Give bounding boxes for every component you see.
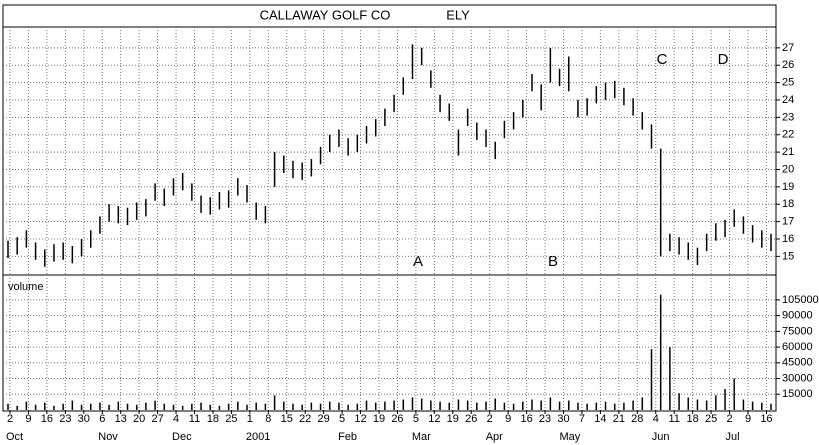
y2-tick-label: 15000 <box>782 388 813 400</box>
x-tick-label: 26 <box>391 413 403 425</box>
x-tick-label: 28 <box>631 413 643 425</box>
x-tick-label: 5 <box>339 413 345 425</box>
x-tick-label: 26 <box>465 413 477 425</box>
annotation: D <box>718 51 729 68</box>
month-label: Jul <box>726 431 740 443</box>
y2-tick-label: 90000 <box>782 310 813 322</box>
x-tick-label: 11 <box>189 413 200 425</box>
y2-tick-label: 30000 <box>782 372 813 384</box>
x-tick-label: 14 <box>594 413 606 425</box>
x-tick-label: 19 <box>447 413 459 425</box>
month-label: Mar <box>412 431 431 443</box>
x-tick-label: 20 <box>133 413 145 425</box>
y-tick-label: 26 <box>782 59 794 71</box>
x-tick-label: 16 <box>760 413 772 425</box>
x-tick-label: 9 <box>745 413 751 425</box>
month-label: Oct <box>6 431 23 443</box>
x-tick-label: 19 <box>373 413 385 425</box>
x-tick-label: 18 <box>687 413 699 425</box>
x-tick-label: 18 <box>207 413 219 425</box>
y2-tick-label: 45000 <box>782 357 813 369</box>
y-tick-label: 27 <box>782 42 794 54</box>
y-tick-label: 15 <box>782 250 794 262</box>
x-tick-label: 12 <box>354 413 366 425</box>
x-tick-label: 1 <box>247 413 253 425</box>
y-tick-label: 17 <box>782 216 794 228</box>
y-tick-label: 22 <box>782 129 794 141</box>
x-tick-label: 21 <box>613 413 625 425</box>
frame <box>2 4 777 412</box>
annotation: A <box>413 253 423 270</box>
x-tick-label: 6 <box>99 413 105 425</box>
month-label: Dec <box>172 431 192 443</box>
month-label: 2001 <box>246 431 270 443</box>
chart-title: CALLAWAY GOLF CO <box>260 7 391 22</box>
annotation: B <box>548 253 558 270</box>
x-tick-label: 16 <box>41 413 53 425</box>
y2-tick-label: 105000 <box>782 294 819 306</box>
x-tick-label: 16 <box>520 413 532 425</box>
y-tick-label: 20 <box>782 163 794 175</box>
x-tick-label: 2 <box>487 413 493 425</box>
x-tick-label: 5 <box>413 413 419 425</box>
x-tick-label: 15 <box>281 413 293 425</box>
month-label: Apr <box>486 431 503 443</box>
x-tick-label: 4 <box>653 413 659 425</box>
x-tick-label: 4 <box>173 413 179 425</box>
x-tick-label: 2 <box>726 413 732 425</box>
y2-tick-label: 60000 <box>782 341 813 353</box>
x-tick-label: 9 <box>505 413 511 425</box>
y-tick-label: 25 <box>782 77 794 89</box>
x-tick-label: 30 <box>557 413 569 425</box>
annotation: C <box>657 51 668 68</box>
x-tick-label: 13 <box>115 413 127 425</box>
x-tick-label: 12 <box>428 413 440 425</box>
y-tick-label: 24 <box>782 94 794 106</box>
month-label: May <box>560 431 581 443</box>
x-tick-label: 30 <box>78 413 90 425</box>
x-tick-label: 11 <box>668 413 679 425</box>
month-label: Nov <box>98 431 118 443</box>
symbol: ELY <box>446 7 470 22</box>
x-tick-label: 23 <box>539 413 551 425</box>
month-label: Jun <box>652 431 670 443</box>
y-tick-label: 23 <box>782 111 794 123</box>
y2-tick-label: 75000 <box>782 325 813 337</box>
y-tick-label: 18 <box>782 198 794 210</box>
y-tick-label: 16 <box>782 233 794 245</box>
y-tick-label: 21 <box>782 146 794 158</box>
x-tick-label: 22 <box>299 413 311 425</box>
x-tick-label: 25 <box>225 413 237 425</box>
x-tick-label: 9 <box>25 413 31 425</box>
volume-label: volume <box>8 281 43 293</box>
x-tick-label: 29 <box>318 413 330 425</box>
x-tick-label: 7 <box>579 413 585 425</box>
x-tick-label: 2 <box>7 413 13 425</box>
x-tick-label: 8 <box>265 413 271 425</box>
x-tick-label: 25 <box>705 413 717 425</box>
x-tick-label: 23 <box>59 413 71 425</box>
x-tick-label: 27 <box>151 413 163 425</box>
month-label: Feb <box>338 431 357 443</box>
y-tick-label: 19 <box>782 181 794 193</box>
